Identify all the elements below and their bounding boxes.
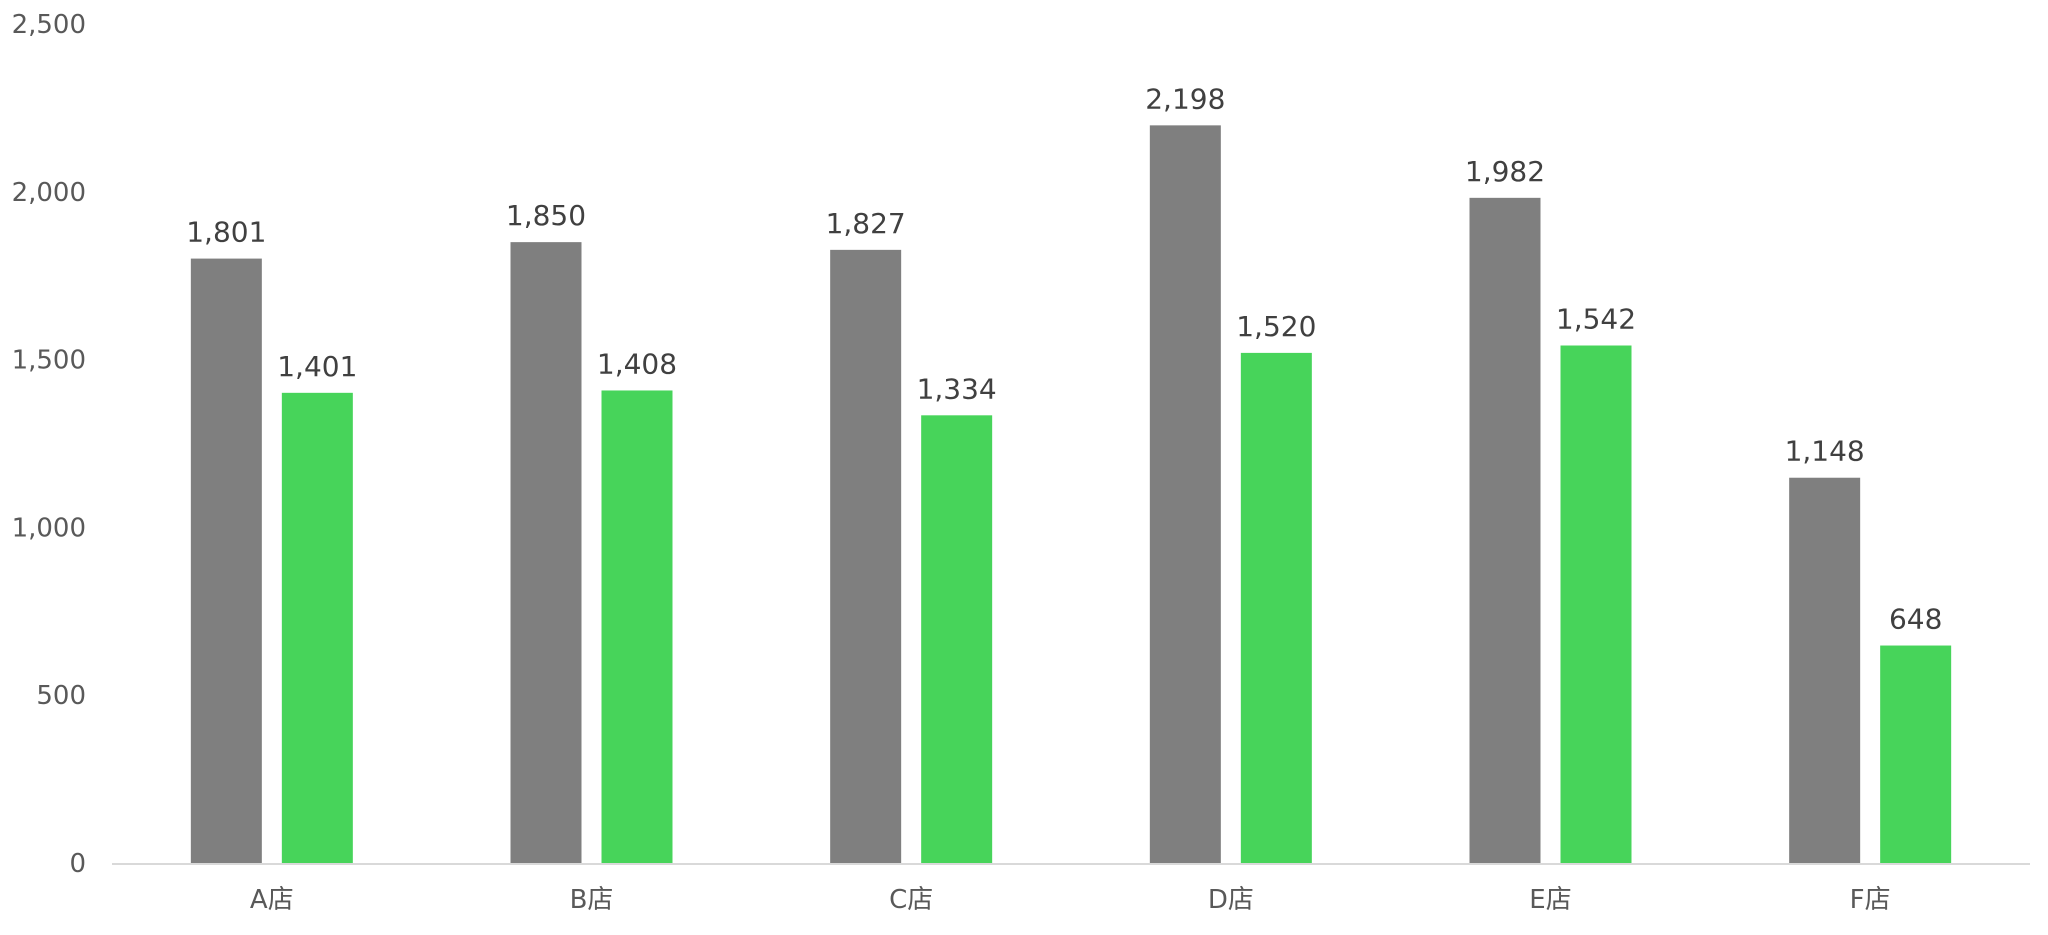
- bar: [190, 258, 262, 863]
- bar: [1240, 352, 1312, 863]
- data-label: 1,408: [597, 347, 677, 380]
- y-tick-label: 1,000: [12, 513, 86, 543]
- x-tick-label: E店: [1529, 885, 1571, 915]
- data-labels: 1,801 1,401 1,850 1,408 1,827 1,334 2,198 1,520…: [186, 82, 1942, 635]
- data-label: 1,982: [1465, 155, 1545, 188]
- y-axis-tick-labels: 0 500 1,000 1,500 2,000 2,500: [12, 10, 86, 879]
- data-label: 1,401: [277, 350, 357, 383]
- bar: [281, 392, 353, 863]
- data-label: 1,334: [917, 372, 997, 405]
- data-label: 1,148: [1785, 435, 1865, 468]
- x-tick-label: C店: [889, 885, 933, 915]
- data-label: 2,198: [1145, 82, 1225, 115]
- bar: [830, 249, 902, 864]
- x-tick-label: D店: [1208, 885, 1254, 915]
- bar-series: [190, 125, 1952, 864]
- bar: [1469, 197, 1541, 863]
- y-tick-label: 2,000: [12, 178, 86, 208]
- x-tick-label: B店: [570, 885, 614, 915]
- y-tick-label: 2,500: [12, 10, 86, 40]
- y-tick-label: 1,500: [12, 346, 86, 376]
- y-tick-label: 500: [36, 681, 86, 711]
- bar: [921, 415, 993, 863]
- data-label: 1,827: [826, 207, 906, 240]
- bar: [1560, 345, 1632, 864]
- data-label: 1,542: [1556, 303, 1636, 336]
- y-tick-label: 0: [69, 849, 86, 879]
- data-label: 1,801: [186, 216, 266, 249]
- bar: [1880, 645, 1952, 863]
- x-axis-tick-labels: A店 B店 C店 D店 E店 F店: [250, 885, 1891, 915]
- bar: [1149, 125, 1221, 863]
- data-label: 648: [1889, 603, 1942, 636]
- data-label: 1,850: [506, 199, 586, 232]
- x-tick-label: A店: [250, 885, 294, 915]
- bar: [601, 390, 673, 863]
- x-tick-label: F店: [1850, 885, 1891, 915]
- bar: [1789, 477, 1861, 863]
- bar: [510, 242, 582, 863]
- data-label: 1,520: [1236, 310, 1316, 343]
